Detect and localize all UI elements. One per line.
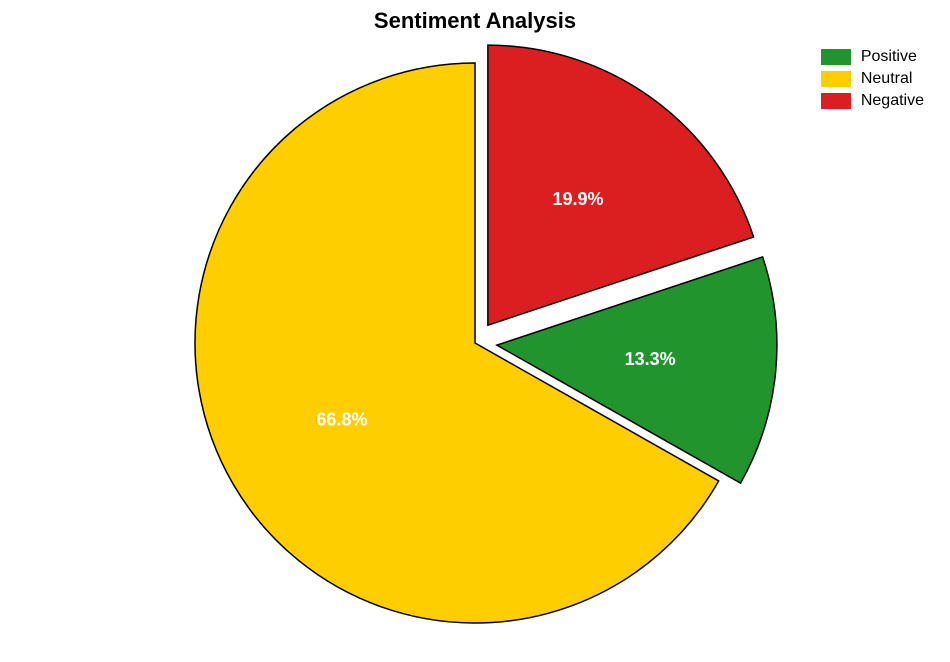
legend-item: Positive [821, 48, 924, 66]
chart-container: Sentiment Analysis 19.9% 13.3% 66.8% Posit… [0, 0, 950, 662]
legend-swatch [821, 71, 851, 87]
legend-item: Neutral [821, 70, 924, 88]
legend-swatch [821, 93, 851, 109]
slice-label: 13.3% [625, 349, 676, 369]
pie-chart: 19.9% 13.3% 66.8% [0, 0, 950, 662]
legend-item: Negative [821, 92, 924, 110]
chart-title: Sentiment Analysis [0, 8, 950, 34]
legend: Positive Neutral Negative [821, 48, 924, 114]
legend-label: Negative [861, 92, 924, 110]
slice-label: 66.8% [316, 409, 367, 429]
slice-label: 19.9% [552, 189, 603, 209]
legend-label: Positive [861, 48, 917, 66]
legend-swatch [821, 49, 851, 65]
legend-label: Neutral [861, 70, 913, 88]
